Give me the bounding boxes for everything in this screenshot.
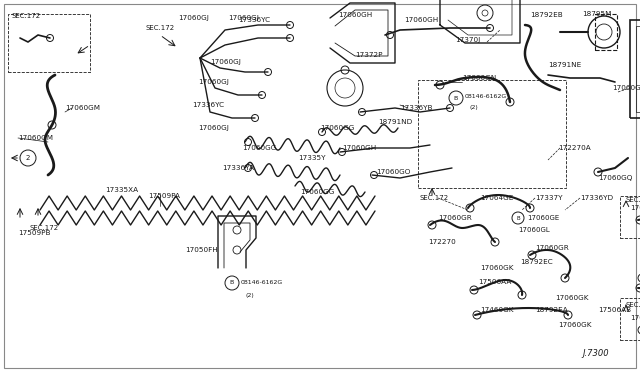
- Text: 17060GL: 17060GL: [630, 315, 640, 321]
- Text: SEC.223: SEC.223: [626, 197, 640, 203]
- Text: 17060GG: 17060GG: [242, 145, 276, 151]
- Text: 17060GO: 17060GO: [376, 169, 410, 175]
- Text: SEC.172: SEC.172: [145, 25, 174, 31]
- Text: 18791ND: 18791ND: [378, 119, 412, 125]
- Text: 17506AA: 17506AA: [478, 279, 511, 285]
- Bar: [630, 20, 640, 118]
- Text: 17509PA: 17509PA: [148, 193, 180, 199]
- Text: 17372P: 17372P: [355, 52, 383, 58]
- Text: SEC.172: SEC.172: [12, 13, 41, 19]
- Text: 17336YB: 17336YB: [400, 105, 433, 111]
- Text: 17337Y: 17337Y: [535, 195, 563, 201]
- Text: 18795M: 18795M: [582, 11, 611, 17]
- Text: 17060GL: 17060GL: [630, 205, 640, 211]
- Text: 17060GG: 17060GG: [300, 189, 334, 195]
- Text: 17064GE: 17064GE: [480, 195, 513, 201]
- Text: 17336YD: 17336YD: [580, 195, 613, 201]
- Bar: [620, 298, 640, 340]
- Text: 17060GH: 17060GH: [338, 12, 372, 18]
- Text: B: B: [230, 280, 234, 285]
- Text: 17060GH: 17060GH: [342, 145, 376, 151]
- Text: 17060GN: 17060GN: [462, 75, 496, 81]
- Text: 08146-6162G: 08146-6162G: [241, 279, 284, 285]
- Text: 17060GG: 17060GG: [320, 125, 355, 131]
- Text: 17060GJ: 17060GJ: [228, 15, 259, 21]
- Text: 17509PB: 17509PB: [18, 230, 51, 236]
- Text: 18792EB: 18792EB: [530, 12, 563, 18]
- Text: 18792EC: 18792EC: [520, 259, 553, 265]
- Text: 17060GJ: 17060GJ: [178, 15, 209, 21]
- Text: 17336YA: 17336YA: [222, 165, 254, 171]
- Text: 17060GP: 17060GP: [612, 85, 640, 91]
- Text: B: B: [454, 96, 458, 100]
- Text: (2): (2): [246, 294, 255, 298]
- Text: 172270A: 172270A: [558, 145, 591, 151]
- Text: 17060GE: 17060GE: [527, 215, 559, 221]
- Text: 18791NE: 18791NE: [548, 62, 581, 68]
- Text: 172270: 172270: [428, 239, 456, 245]
- Text: SEC.223: SEC.223: [626, 302, 640, 308]
- Text: 08146-6162G: 08146-6162G: [465, 94, 508, 99]
- Text: 17060GK: 17060GK: [555, 295, 589, 301]
- Text: 17060GK: 17060GK: [480, 265, 513, 271]
- Text: 17060GR: 17060GR: [438, 215, 472, 221]
- Text: 17060GJ: 17060GJ: [210, 59, 241, 65]
- Text: J.7300: J.7300: [582, 350, 609, 359]
- Text: 17060GM: 17060GM: [18, 135, 53, 141]
- Bar: [595, 14, 617, 50]
- Text: 17060GL: 17060GL: [518, 227, 550, 233]
- Text: 17460GK: 17460GK: [480, 307, 513, 313]
- Text: 17060GJ: 17060GJ: [198, 125, 229, 131]
- Text: 17060GR: 17060GR: [535, 245, 569, 251]
- Bar: [620, 196, 640, 238]
- Text: 17506AB: 17506AB: [598, 307, 631, 313]
- Text: 17335Y: 17335Y: [298, 155, 326, 161]
- Text: SEC.172: SEC.172: [30, 225, 59, 231]
- Bar: [636, 26, 640, 112]
- Bar: [418, 80, 566, 188]
- Text: 18792EA: 18792EA: [535, 307, 568, 313]
- Text: 17060GK: 17060GK: [558, 322, 591, 328]
- Text: 2: 2: [26, 155, 30, 161]
- Text: SEC.172: SEC.172: [420, 195, 449, 201]
- Bar: [8, 14, 90, 72]
- Text: B: B: [516, 215, 520, 221]
- Text: 17060GH: 17060GH: [404, 17, 438, 23]
- Text: (2): (2): [470, 106, 479, 110]
- Text: 17336YC: 17336YC: [192, 102, 224, 108]
- Text: 17060GJ: 17060GJ: [198, 79, 229, 85]
- Text: 17370J: 17370J: [455, 37, 480, 43]
- Text: 17060GQ: 17060GQ: [598, 175, 632, 181]
- Text: 17050FH: 17050FH: [185, 247, 218, 253]
- Text: 17060GM: 17060GM: [65, 105, 100, 111]
- Text: 17336YC: 17336YC: [238, 17, 270, 23]
- Text: 17335XA: 17335XA: [105, 187, 138, 193]
